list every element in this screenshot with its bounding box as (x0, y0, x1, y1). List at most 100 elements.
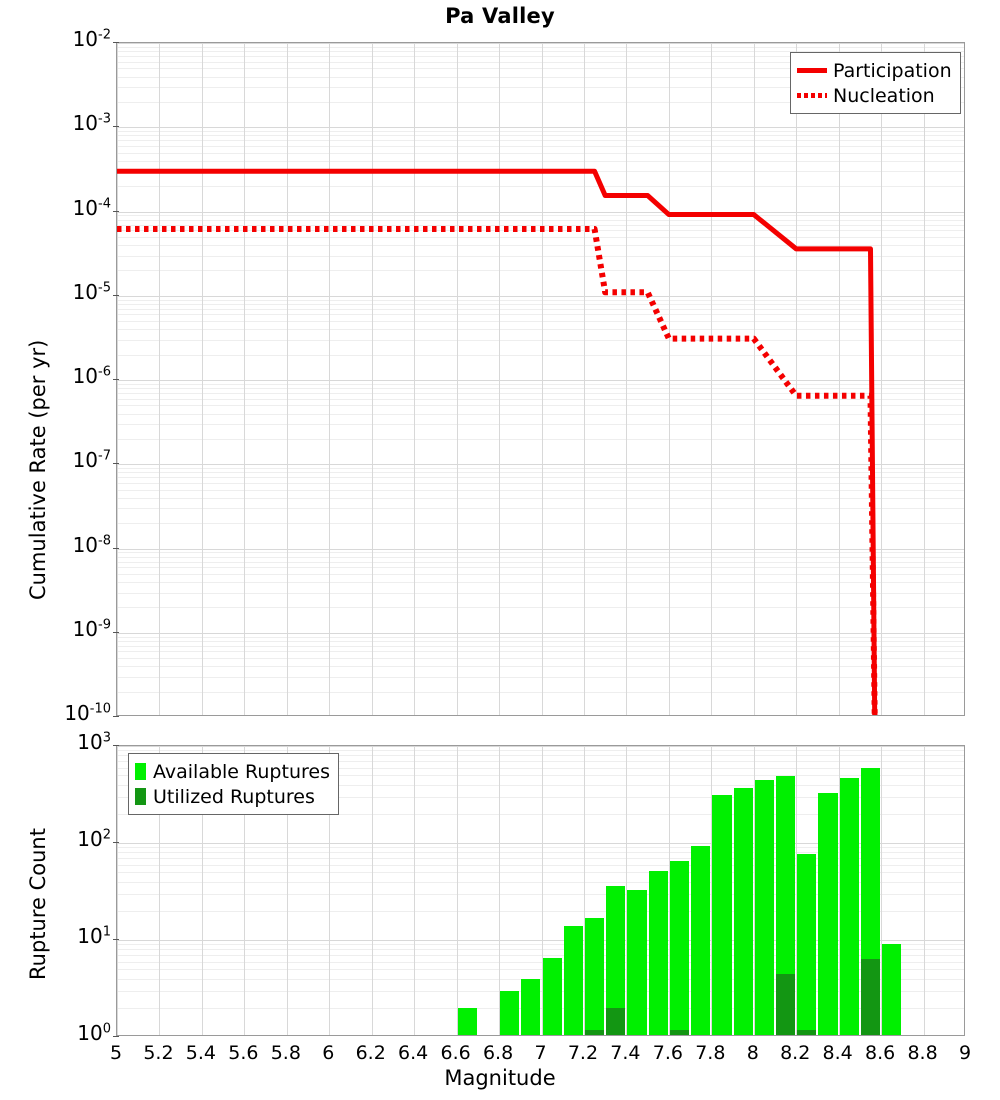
x-axis-tick-label: 9 (958, 1042, 972, 1064)
bar-utilized-ruptures (584, 1030, 605, 1035)
gridline (924, 746, 925, 1035)
legend-item-nucleation: Nucleation (797, 83, 952, 108)
gridline (372, 746, 373, 1035)
curve-participation (117, 168, 879, 715)
y-axis-tick-label: 10-4 (72, 195, 111, 220)
bar-utilized-ruptures (669, 1030, 690, 1035)
legend-item-utilized-ruptures: Utilized Ruptures (135, 784, 330, 809)
gridline-minor (117, 77, 964, 78)
gridline (839, 43, 840, 715)
gridline (626, 746, 627, 1035)
x-axis-tick-label: 8.6 (864, 1042, 896, 1064)
gridline (414, 746, 415, 1035)
gridline-minor (117, 562, 964, 563)
x-axis-tick-label: 5.2 (143, 1042, 174, 1064)
gridline-minor (117, 414, 964, 415)
bar-utilized-ruptures (797, 1030, 817, 1035)
gridline-minor (117, 388, 964, 389)
gridline (244, 43, 245, 715)
gridline (754, 43, 755, 715)
gridline (372, 43, 373, 715)
gridline-minor (117, 797, 964, 798)
y-axis-tick-label: 102 (77, 827, 111, 851)
gridline (117, 940, 964, 941)
rate-curves (117, 168, 879, 715)
legend-item-participation: Participation (797, 58, 952, 83)
bar-available-ruptures (542, 958, 562, 1035)
gridline (117, 633, 964, 634)
gridline-minor (117, 329, 964, 330)
legend-label-utilized-ruptures: Utilized Ruptures (153, 785, 315, 808)
gridline-minor (117, 523, 964, 524)
bar-available-ruptures (733, 787, 753, 1035)
gridline-minor (117, 761, 964, 762)
y-axis-tickmark (113, 211, 119, 212)
gridline-minor (117, 237, 964, 238)
gridline-minor (117, 979, 964, 980)
y-axis-tick-label: 10-2 (72, 27, 111, 51)
y-axis-tickmark (113, 548, 119, 549)
gridline-minor (117, 56, 964, 57)
gridline (881, 746, 882, 1035)
y-axis-tick-label: 10-9 (72, 616, 111, 641)
gridline (117, 43, 964, 44)
bar-available-ruptures (712, 795, 732, 1035)
y-axis-tick-label: 103 (77, 730, 111, 754)
gridline-minor (117, 483, 964, 484)
gridline (499, 43, 500, 715)
y-axis-tickmark (113, 1036, 119, 1037)
gridline-minor (117, 215, 964, 216)
gridline-minor (117, 658, 964, 659)
gridline (584, 746, 585, 1035)
gridline-minor (117, 405, 964, 406)
gridline-minor (117, 872, 964, 873)
gridline (117, 746, 964, 747)
top-panel-y-axis-label: Cumulative Rate (per yr) (26, 339, 50, 600)
gridline-minor (117, 865, 964, 866)
gridline-minor (117, 225, 964, 226)
y-axis-tickmark (113, 463, 119, 464)
gridline-minor (117, 384, 964, 385)
gridline (202, 43, 203, 715)
gridline-minor (117, 135, 964, 136)
x-axis-tick-label: 8.2 (780, 1042, 811, 1064)
gridline-minor (117, 153, 964, 154)
gridline-minor (117, 270, 964, 271)
gridline-minor (117, 785, 964, 786)
gridline-minor (117, 944, 964, 945)
gridline (626, 43, 627, 715)
y-axis-tickmark (113, 842, 119, 843)
gridline-minor (117, 962, 964, 963)
bar-available-ruptures (754, 779, 774, 1035)
y-axis-tick-label: 10-10 (64, 701, 111, 725)
gridline (499, 746, 500, 1035)
gridline-minor (117, 245, 964, 246)
x-axis-tick-label: 5.4 (185, 1042, 216, 1064)
bar-available-ruptures (882, 944, 902, 1035)
gridline-minor (117, 574, 964, 575)
gridline (202, 746, 203, 1035)
gridline (457, 43, 458, 715)
gridline (414, 43, 415, 715)
page-title: Pa Valley (445, 4, 555, 28)
x-axis-tick-label: 6.6 (440, 1042, 471, 1064)
gridline-minor (117, 955, 964, 956)
gridline-minor (117, 949, 964, 950)
curve-nucleation (117, 225, 878, 715)
gridline-minor (117, 62, 964, 63)
x-axis-tick-label: 8.8 (907, 1042, 938, 1064)
x-axis-tick-label: 6 (322, 1042, 335, 1064)
y-axis-tickmark (113, 42, 119, 43)
legend-label-nucleation: Nucleation (833, 84, 935, 107)
x-axis-tick-label: 7.2 (567, 1042, 599, 1064)
utilized-ruptures-swatch-icon (135, 788, 146, 805)
gridline (117, 296, 964, 297)
gridline (839, 746, 840, 1035)
gridline-minor (117, 641, 964, 642)
gridline (117, 746, 118, 1035)
gridline-minor (117, 911, 964, 912)
gridline (117, 843, 964, 844)
bar-available-ruptures (839, 777, 859, 1035)
x-axis-tick-label: 6.4 (398, 1042, 429, 1064)
gridline (244, 746, 245, 1035)
